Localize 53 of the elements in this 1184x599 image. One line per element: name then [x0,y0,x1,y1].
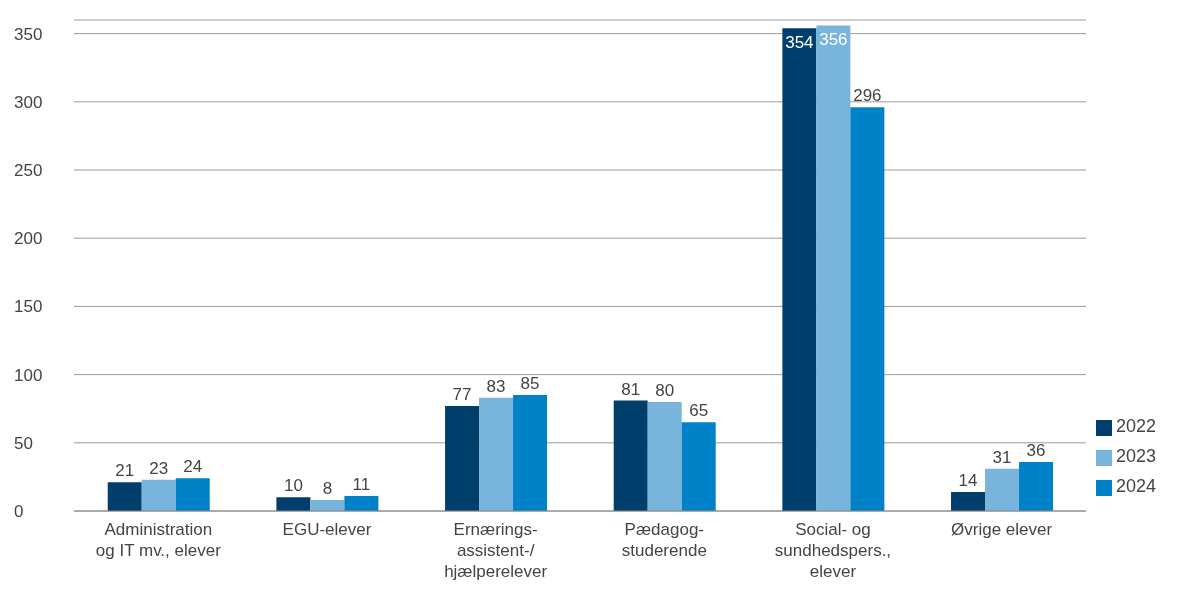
x-tick-label: Ernærings- assistent-/ hjælperelever [444,520,548,581]
bar [951,491,986,511]
data-label: 356 [819,30,848,50]
y-tick-label: 300 [14,92,43,112]
data-label: 65 [689,401,709,421]
data-label: 11 [352,475,371,494]
bar [647,401,682,511]
y-tick-label: 0 [14,502,24,522]
bar [816,25,851,511]
data-label: 24 [183,457,203,477]
bar [107,482,142,511]
bar [985,468,1020,511]
y-tick-label: 50 [14,433,33,453]
data-label: 85 [520,374,540,394]
data-label: 8 [322,479,333,499]
data-label: 23 [149,458,169,478]
x-tick-label: Pædagog- studerende [621,520,707,560]
data-label: 14 [958,470,978,490]
data-label: 21 [115,461,135,481]
data-label: 296 [853,86,882,106]
y-tick-label: 200 [14,229,43,249]
x-tick-label: Øvrige elever [951,520,1053,539]
y-tick-label: 100 [14,365,43,385]
y-tick-label: 250 [14,161,43,181]
data-label: 31 [992,447,1012,467]
x-tick-label: Administration og IT mv., elever [95,520,222,560]
bar [141,479,176,511]
bar [850,107,885,511]
bar [1019,461,1054,511]
data-label: 80 [655,380,675,400]
y-tick-label: 350 [14,24,43,44]
data-label: 36 [1026,440,1046,460]
data-label: 83 [486,376,506,396]
data-label: 77 [452,384,472,404]
bar [310,500,345,511]
bar [613,400,648,511]
legend-label: 2023 [1115,446,1156,466]
bar [445,405,480,511]
legend-label: 2022 [1115,416,1156,436]
bar [681,422,716,511]
bar [276,497,311,511]
data-label: 81 [621,379,641,399]
bar [344,496,379,511]
x-tick-label: Social- og sundhedspers., elever [774,520,892,581]
data-label: 10 [283,476,303,496]
bar [175,478,210,511]
legend-label: 2024 [1115,476,1156,496]
data-label: 354 [785,33,814,53]
x-tick-label: EGU-elever [282,520,372,539]
y-tick-label: 150 [14,297,43,317]
bar [782,28,817,511]
bar [513,395,548,511]
bar [479,397,514,511]
